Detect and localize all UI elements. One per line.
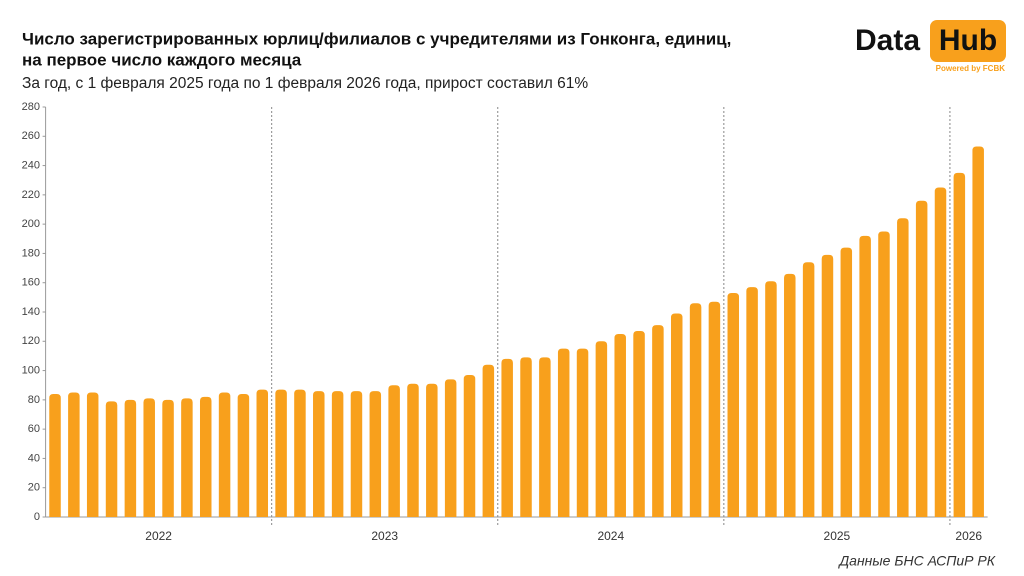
y-tick-label: 0 — [34, 511, 40, 523]
x-group-label: 2022 — [145, 529, 172, 543]
bar — [407, 383, 419, 517]
bar — [275, 389, 287, 517]
bar — [86, 392, 99, 517]
y-tick-label: 20 — [28, 482, 40, 494]
y-tick-label: 140 — [22, 306, 40, 318]
bar — [162, 399, 174, 517]
bar — [520, 357, 532, 517]
bar — [878, 231, 890, 517]
bar — [199, 396, 212, 517]
bar — [784, 273, 796, 517]
logo-text: Data — [855, 24, 920, 57]
bar — [670, 313, 683, 517]
bar — [313, 391, 325, 517]
bar — [388, 385, 400, 517]
bar — [143, 398, 155, 517]
bar — [444, 379, 457, 517]
bar — [934, 187, 947, 518]
bar — [369, 391, 382, 517]
x-group-label: 2023 — [371, 529, 398, 543]
bar — [463, 374, 476, 517]
bar — [746, 287, 758, 517]
x-group-label: 2025 — [824, 529, 851, 543]
bar — [68, 392, 80, 517]
bar — [218, 392, 231, 517]
bar — [237, 394, 250, 517]
bar — [915, 200, 928, 517]
logo-text: Hub — [939, 24, 997, 57]
bar — [501, 358, 513, 517]
bar — [256, 389, 269, 517]
bar — [595, 341, 608, 517]
bar — [708, 301, 721, 517]
bar — [426, 383, 438, 517]
y-tick-label: 220 — [22, 189, 40, 201]
bar — [633, 331, 645, 517]
bar — [727, 292, 740, 517]
bar — [124, 399, 137, 517]
y-tick-label: 60 — [28, 423, 40, 435]
x-group-label: 2026 — [955, 529, 982, 543]
bar — [953, 172, 966, 517]
bar — [859, 235, 871, 517]
y-tick-label: 40 — [28, 452, 40, 464]
bar — [482, 364, 495, 517]
x-group-label: 2024 — [597, 529, 624, 543]
y-tick-label: 120 — [22, 335, 40, 347]
bar — [765, 281, 777, 517]
y-tick-label: 280 — [22, 101, 40, 113]
y-tick-label: 160 — [22, 277, 40, 289]
bar — [539, 357, 551, 517]
bar — [652, 325, 664, 517]
bar — [105, 401, 118, 517]
chart-subtitle: За год, с 1 февраля 2025 года по 1 февра… — [22, 75, 588, 92]
bar — [331, 391, 344, 517]
bar — [802, 262, 815, 517]
source: Данные БНС АСПиР РК — [837, 553, 995, 569]
y-tick-label: 260 — [22, 130, 40, 142]
bar — [350, 391, 363, 517]
logo-tagline: Powered by FCBK — [936, 64, 1006, 73]
y-tick-label: 200 — [22, 218, 40, 230]
y-tick-label: 100 — [22, 364, 40, 376]
chart-title: на первое число каждого месяца — [22, 50, 302, 69]
bar — [689, 303, 702, 517]
bar — [181, 398, 193, 517]
bar — [294, 389, 306, 517]
bar — [49, 394, 61, 517]
y-tick-label: 240 — [22, 159, 40, 171]
bar — [821, 254, 834, 517]
bar — [972, 146, 984, 518]
bar — [557, 348, 570, 517]
bar — [576, 348, 589, 517]
bar — [840, 247, 853, 518]
y-tick-label: 180 — [22, 247, 40, 259]
bar — [897, 218, 909, 518]
bar — [614, 333, 626, 517]
chart-title: Число зарегистрированных юрлиц/филиалов … — [22, 29, 731, 48]
y-tick-label: 80 — [28, 394, 40, 406]
logo-box — [930, 20, 1006, 62]
